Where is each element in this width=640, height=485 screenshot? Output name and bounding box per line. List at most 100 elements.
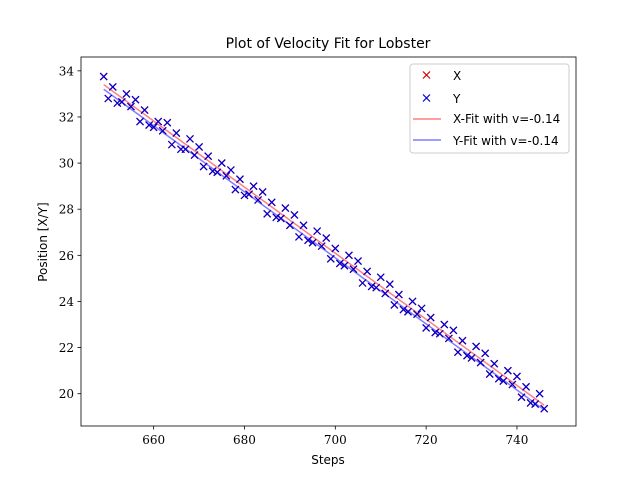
data-point-y: [304, 236, 312, 245]
data-point-y: [204, 152, 213, 161]
data-point-y: [526, 399, 535, 407]
data-point-y: [263, 209, 272, 218]
data-point-y: [349, 265, 358, 274]
plot-area: [80, 56, 577, 427]
x-tick-label: 700: [324, 433, 347, 447]
data-point-y: [467, 354, 476, 362]
data-point-y: [322, 234, 331, 242]
legend-marker-y: [422, 94, 431, 102]
data-point-y: [372, 283, 381, 292]
data-point-y: [290, 211, 299, 219]
data-point-y: [254, 196, 263, 204]
data-point-y: [281, 204, 290, 212]
y-tick-label: 20: [59, 387, 74, 401]
data-point-y: [426, 313, 435, 322]
legend-label-y: Y: [452, 92, 461, 106]
data-point-y: [444, 334, 453, 343]
data-point-y: [317, 242, 326, 251]
data-point-y: [394, 290, 403, 299]
data-point-y: [440, 320, 449, 329]
data-point-y: [267, 198, 276, 207]
x-axis-label: Steps: [311, 453, 345, 467]
data-point-y: [345, 251, 353, 260]
y-axis-label: Position [X/Y]: [36, 202, 50, 282]
y-tick-label: 22: [59, 341, 74, 355]
data-point-y: [517, 393, 526, 402]
data-point-y: [435, 329, 444, 338]
data-point-y: [145, 121, 154, 129]
legend-label-x: X: [453, 69, 461, 83]
data-point-y: [485, 370, 494, 379]
data-point-y: [340, 261, 349, 270]
data-point-y: [186, 134, 194, 143]
data-point-y: [154, 117, 163, 126]
data-point-y: [285, 221, 294, 230]
x-axis: 660 680 700 720 740: [142, 426, 528, 447]
data-point-y: [226, 166, 235, 174]
data-point-y: [195, 143, 203, 151]
data-point-y: [213, 168, 222, 177]
data-point-y: [531, 400, 540, 409]
data-point-y: [181, 145, 190, 154]
data-point-y: [236, 175, 244, 184]
data-point-y: [163, 118, 172, 127]
data-point-y: [276, 214, 285, 223]
data-point-y: [449, 326, 458, 335]
data-point-y: [513, 372, 521, 381]
data-point-y: [308, 238, 317, 247]
legend-label-x-fit: X-Fit with v=-0.14: [453, 112, 560, 126]
chart-title: Plot of Velocity Fit for Lobster: [226, 36, 431, 52]
data-point-y: [508, 380, 517, 389]
data-point-y: [494, 374, 503, 383]
series-y: [99, 72, 549, 413]
data-point-y: [208, 167, 217, 176]
data-points: [99, 72, 549, 413]
data-point-y: [127, 102, 135, 111]
data-point-y: [399, 305, 408, 314]
x-fit-line: [103, 84, 545, 406]
data-point-y: [272, 213, 281, 222]
data-point-y: [540, 404, 549, 413]
data-point-y: [140, 106, 149, 114]
data-point-y: [390, 300, 399, 309]
x-tick-label: 740: [506, 433, 529, 447]
data-point-y: [167, 140, 176, 149]
data-point-y: [413, 310, 421, 319]
data-point-y: [422, 324, 431, 332]
data-point-y: [240, 191, 249, 200]
x-tick-label: 720: [415, 433, 438, 447]
data-point-y: [136, 117, 144, 126]
data-point-y: [331, 244, 340, 253]
y-tick-label: 34: [59, 64, 75, 78]
data-point-y: [404, 307, 412, 316]
legend-label-y-fit: Y-Fit with v=-0.14: [452, 134, 559, 148]
data-point-y: [299, 221, 308, 230]
data-point-y: [376, 273, 385, 282]
data-point-y: [463, 351, 471, 360]
legend-box: [409, 63, 570, 154]
x-tick-label: 680: [233, 433, 256, 447]
data-point-y: [503, 366, 512, 375]
data-point-y: [458, 336, 467, 345]
data-point-y: [417, 304, 426, 313]
data-point-y: [313, 227, 322, 236]
y-tick-label: 26: [59, 249, 74, 263]
data-point-y: [358, 279, 367, 287]
data-point-y: [535, 389, 544, 398]
data-point-y: [335, 259, 344, 268]
y-axis: 20 22 24 26 28 30 32 34: [59, 64, 81, 401]
data-point-y: [245, 190, 253, 199]
data-point-y: [131, 95, 140, 104]
data-point-y: [476, 358, 485, 367]
data-point-y: [258, 187, 267, 196]
data-point-y: [454, 348, 462, 357]
data-point-y: [222, 171, 231, 180]
data-point-y: [99, 72, 108, 81]
data-point-y: [295, 232, 303, 241]
data-point-y: [499, 377, 508, 385]
y-tick-label: 30: [59, 157, 74, 171]
data-point-y: [104, 94, 113, 103]
data-point-y: [122, 89, 131, 98]
